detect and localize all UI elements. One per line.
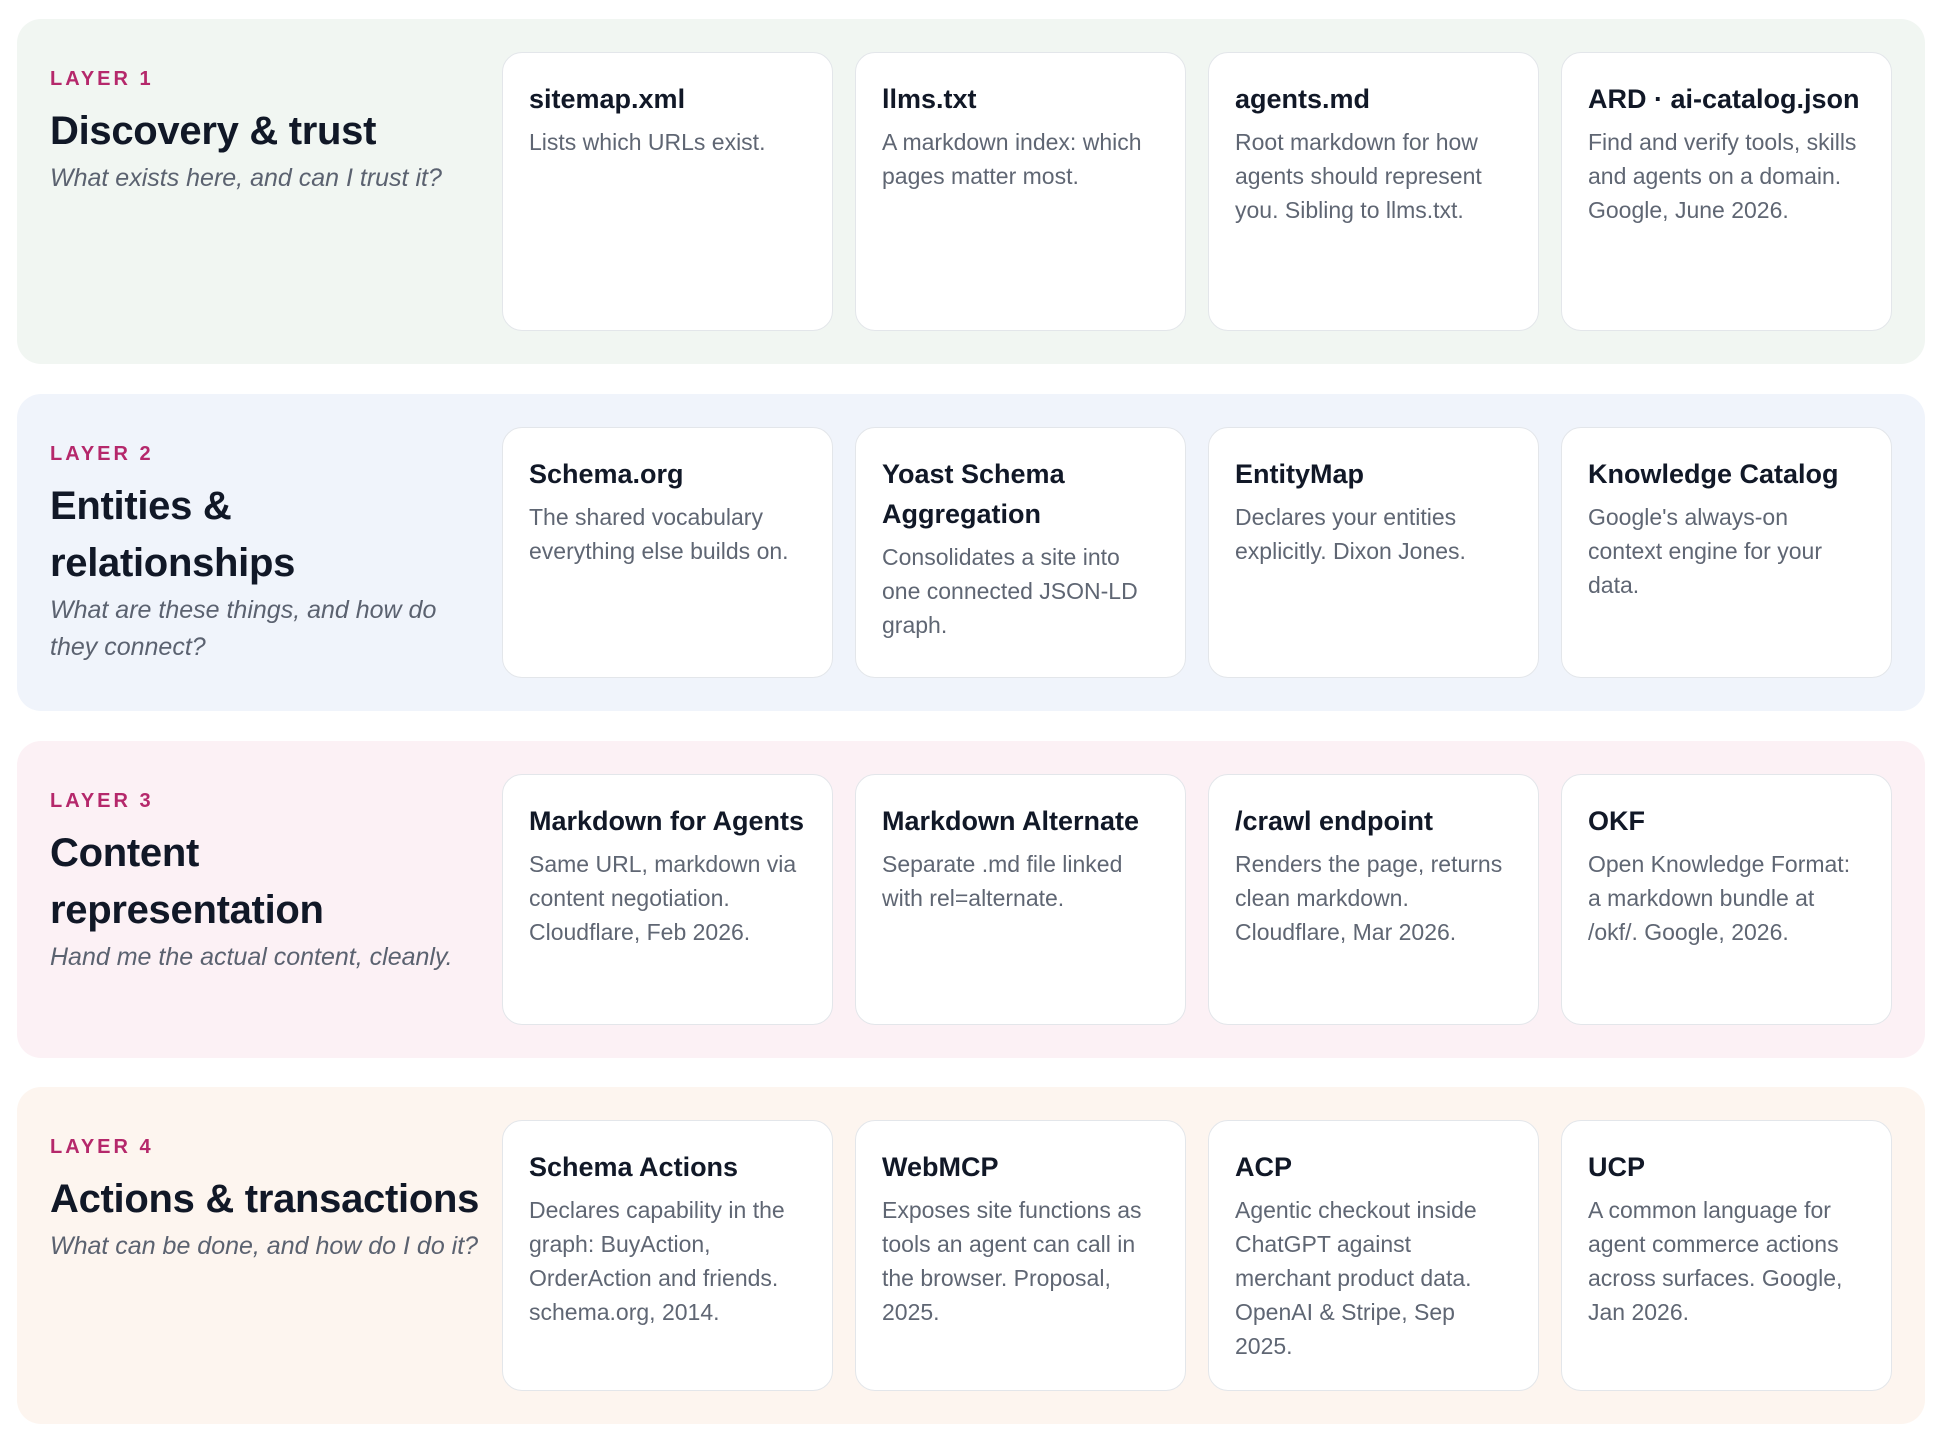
item-card: OKF Open Knowledge Format: a markdown bun…	[1561, 774, 1892, 1025]
layer-subtitle: What exists here, and can I trust it?	[50, 164, 442, 192]
card-text: Google's always-on context engine for yo…	[1588, 504, 1822, 598]
layer-header: LAYER 4 Actions & transactions What can be…	[50, 1120, 480, 1391]
layer-header: LAYER 2 Entities & relationships What are …	[50, 427, 480, 678]
card-title: WebMCP	[882, 1152, 999, 1182]
item-card: llms.txt A markdown index: which pages ma…	[855, 52, 1186, 331]
item-card: agents.md Root markdown for how agents sh…	[1208, 52, 1539, 331]
card-title: Markdown for Agents	[529, 806, 805, 836]
item-card: Markdown for Agents Same URL, markdown vi…	[502, 774, 833, 1025]
layer-title: Content representation	[50, 831, 324, 932]
item-card: ACP Agentic checkout inside ChatGPT again…	[1208, 1120, 1539, 1391]
layer-panel: LAYER 3 Content representation Hand me the…	[17, 741, 1925, 1058]
card-title: llms.txt	[882, 84, 977, 114]
item-card: ARD · ai-catalog.json Find and verify too…	[1561, 52, 1892, 331]
card-text: Open Knowledge Format: a markdown bundle…	[1588, 851, 1851, 945]
layer-panel: LAYER 2 Entities & relationships What are …	[17, 394, 1925, 711]
card-title: Yoast Schema Aggregation	[882, 459, 1065, 529]
card-text: Exposes site functions as tools an agent…	[882, 1197, 1142, 1325]
card-text: Renders the page, returns clean markdown…	[1235, 851, 1503, 945]
layer-subtitle: Hand me the actual content, cleanly.	[50, 943, 453, 971]
card-title: Knowledge Catalog	[1588, 459, 1839, 489]
card-text: Declares your entities explicitly. Dixon…	[1235, 504, 1466, 564]
layer-label: LAYER 3	[50, 790, 154, 812]
layer-label: LAYER 4	[50, 1136, 154, 1158]
card-title: Markdown Alternate	[882, 806, 1140, 836]
card-title: UCP	[1588, 1152, 1646, 1182]
card-title: Schema Actions	[529, 1152, 739, 1182]
layer-panel: LAYER 1 Discovery & trust What exists here…	[17, 19, 1925, 364]
item-card: /crawl endpoint Renders the page, returns…	[1208, 774, 1539, 1025]
item-card: WebMCP Exposes site functions as tools an…	[855, 1120, 1186, 1391]
layer-panel: LAYER 4 Actions & transactions What can be…	[17, 1087, 1925, 1424]
card-text: Declares capability in the graph: BuyAct…	[529, 1197, 785, 1325]
layer-title: Actions & transactions	[50, 1177, 480, 1221]
card-title: agents.md	[1235, 84, 1371, 114]
item-card: Schema Actions Declares capability in the…	[502, 1120, 833, 1391]
card-text: Find and verify tools, skills and agents…	[1588, 129, 1857, 223]
card-title: ARD · ai-catalog.json	[1588, 84, 1860, 114]
item-card: Yoast Schema Aggregation Consolidates a s…	[855, 427, 1186, 678]
card-title: OKF	[1588, 806, 1645, 836]
card-text: Same URL, markdown via content negotiati…	[529, 851, 797, 945]
card-text: Separate .md file linked with rel=altern…	[882, 851, 1123, 911]
card-text: Root markdown for how agents should repr…	[1235, 129, 1482, 223]
card-text: A markdown index: which pages matter mos…	[882, 129, 1142, 189]
layer-header: LAYER 1 Discovery & trust What exists here…	[50, 52, 480, 331]
item-card: Markdown Alternate Separate .md file link…	[855, 774, 1186, 1025]
item-card: UCP A common language for agent commerce …	[1561, 1120, 1892, 1391]
layer-header: LAYER 3 Content representation Hand me the…	[50, 774, 480, 1025]
item-card: Schema.org The shared vocabulary everythi…	[502, 427, 833, 678]
layer-subtitle: What are these things, and how do they c…	[50, 596, 437, 661]
card-title: Schema.org	[529, 459, 684, 489]
card-text: Consolidates a site into one connected J…	[882, 544, 1138, 638]
item-card: sitemap.xml Lists which URLs exist.	[502, 52, 833, 331]
card-text: Lists which URLs exist.	[529, 129, 766, 155]
card-text: A common language for agent commerce act…	[1588, 1197, 1843, 1325]
layer-label: LAYER 1	[50, 68, 154, 90]
item-card: Knowledge Catalog Google's always-on cont…	[1561, 427, 1892, 678]
card-text: The shared vocabulary everything else bu…	[529, 504, 789, 564]
layer-label: LAYER 2	[50, 443, 154, 465]
card-text: Agentic checkout inside ChatGPT against …	[1235, 1197, 1477, 1359]
card-title: ACP	[1235, 1152, 1293, 1182]
item-card: EntityMap Declares your entities explicit…	[1208, 427, 1539, 678]
card-title: sitemap.xml	[529, 84, 686, 114]
card-title: EntityMap	[1235, 459, 1365, 489]
layer-title: Entities & relationships	[50, 484, 296, 585]
card-title: /crawl endpoint	[1235, 806, 1434, 836]
layer-title: Discovery & trust	[50, 109, 377, 153]
layer-subtitle: What can be done, and how do I do it?	[50, 1232, 479, 1260]
